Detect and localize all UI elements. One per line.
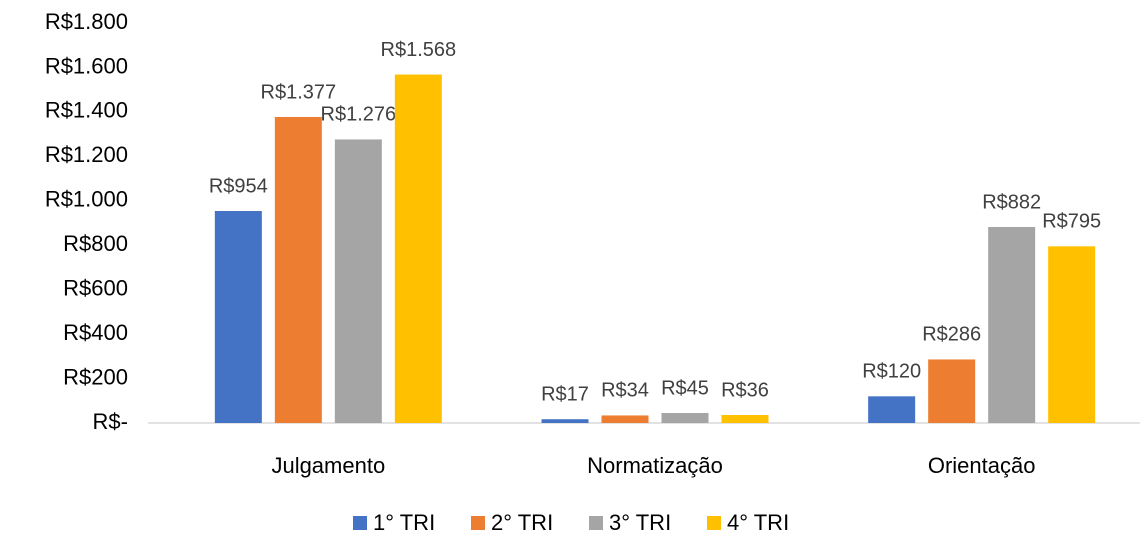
x-tick-label: Orientação (928, 453, 1036, 478)
bar (721, 415, 769, 423)
value-label: R$882 (982, 191, 1041, 213)
value-label: R$1.276 (321, 104, 397, 126)
bar (394, 74, 442, 424)
bar (661, 413, 709, 423)
bar (928, 359, 976, 423)
y-tick-label: R$1.200 (45, 142, 128, 167)
y-tick-label: R$1.400 (45, 98, 128, 123)
bar (988, 227, 1036, 423)
value-label: R$17 (541, 384, 589, 406)
legend-label: 1° TRI (373, 510, 435, 535)
bar (1048, 246, 1096, 423)
legend-label: 3° TRI (609, 510, 671, 535)
bar (334, 139, 382, 423)
legend-label: 4° TRI (727, 510, 789, 535)
y-tick-label: R$1.000 (45, 187, 128, 212)
y-tick-label: R$800 (63, 231, 128, 256)
value-label: R$120 (862, 361, 921, 383)
legend-swatch (471, 516, 485, 530)
legend-swatch (353, 516, 367, 530)
value-label: R$1.377 (261, 81, 337, 103)
value-label: R$1.568 (381, 39, 457, 61)
y-tick-label: R$- (93, 409, 128, 434)
y-tick-label: R$1.800 (45, 9, 128, 34)
value-label: R$34 (601, 380, 649, 402)
value-label: R$45 (661, 377, 709, 399)
bar (601, 415, 649, 423)
value-label: R$954 (209, 175, 268, 197)
bar (274, 117, 322, 423)
x-tick-label: Julgamento (271, 453, 385, 478)
bar (541, 419, 589, 423)
value-label: R$795 (1042, 211, 1101, 233)
value-label: R$286 (922, 324, 981, 346)
y-tick-label: R$600 (63, 275, 128, 300)
bar (214, 211, 262, 423)
y-tick-label: R$1.600 (45, 53, 128, 78)
legend-swatch (589, 516, 603, 530)
y-tick-label: R$400 (63, 320, 128, 345)
value-label: R$36 (721, 379, 769, 401)
bar (868, 396, 916, 423)
legend-label: 2° TRI (491, 510, 553, 535)
y-tick-label: R$200 (63, 364, 128, 389)
x-tick-label: Normatização (587, 453, 723, 478)
legend-swatch (707, 516, 721, 530)
